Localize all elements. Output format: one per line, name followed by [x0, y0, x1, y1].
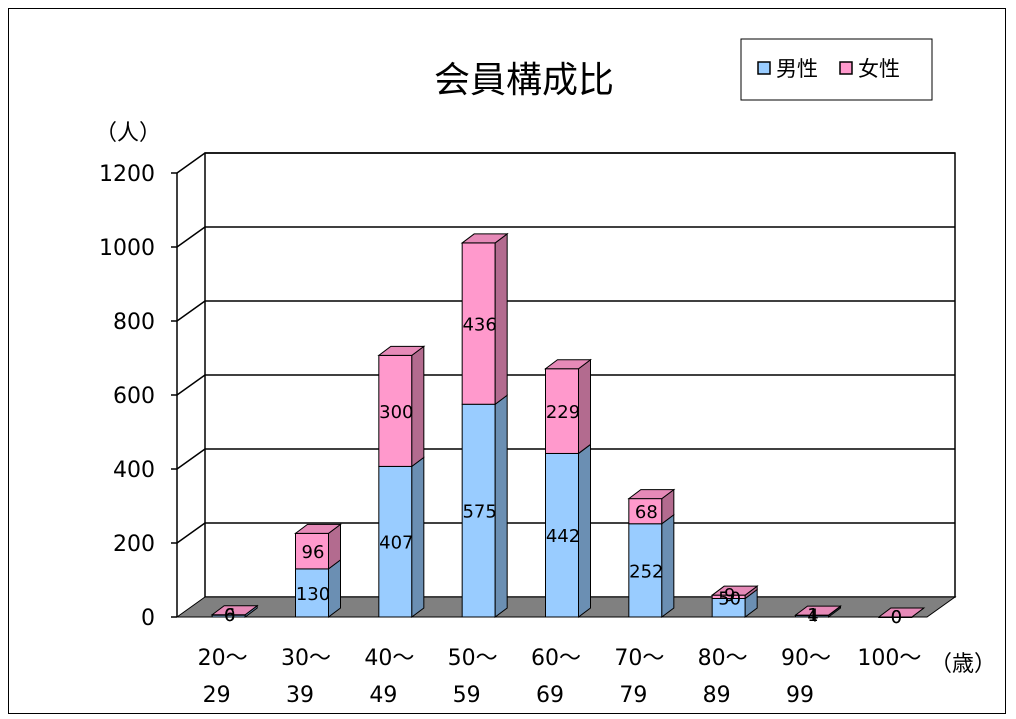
- data-label: 436: [462, 315, 496, 336]
- data-label: 0: [891, 607, 902, 628]
- y-tick-label: 1200: [99, 162, 155, 187]
- chart-frame: [8, 8, 1006, 714]
- x-tick-label: 39: [286, 683, 314, 708]
- bar-side: [328, 558, 341, 618]
- x-tick-label: 59: [453, 683, 481, 708]
- data-label: 9: [724, 585, 735, 606]
- bar-top: [460, 233, 509, 244]
- x-tick-label: 20～: [198, 646, 248, 671]
- x-tick-label: 60～: [531, 646, 581, 671]
- bar-side: [578, 358, 591, 455]
- bar-女性: [461, 242, 496, 405]
- x-tick-label: 79: [619, 683, 647, 708]
- data-label: 300: [379, 402, 413, 423]
- data-label: 68: [635, 502, 658, 523]
- x-tick-label: 99: [786, 683, 814, 708]
- bar-side: [411, 456, 425, 618]
- x-tick-label: 80～: [698, 646, 748, 671]
- bar-top: [210, 605, 259, 616]
- x-tick-label: 70～: [614, 646, 664, 671]
- data-label: 96: [302, 542, 325, 563]
- data-label: 407: [379, 533, 413, 554]
- y-tick-label: 200: [113, 532, 155, 557]
- legend-swatch: [839, 61, 853, 75]
- y-tick-label: 600: [113, 384, 155, 409]
- gridline-side: [176, 152, 206, 174]
- data-label: 50: [718, 589, 741, 610]
- gridline-side: [176, 300, 206, 322]
- bar-男性: [461, 403, 496, 618]
- x-tick-label: 40～: [364, 646, 414, 671]
- chart-title: 会員構成比: [434, 60, 614, 101]
- x-tick-label: 50～: [448, 646, 498, 671]
- bar-top: [377, 345, 426, 356]
- data-label: 6: [224, 605, 235, 626]
- gridline-side: [176, 374, 206, 396]
- gridline-side: [176, 448, 206, 470]
- legend-box: [740, 38, 933, 101]
- data-label: 4: [807, 606, 818, 627]
- bar-side: [411, 345, 425, 468]
- data-label: 252: [629, 561, 663, 582]
- bar-top: [627, 489, 676, 500]
- bar-side: [494, 394, 508, 618]
- data-label: 130: [296, 584, 330, 605]
- x-tick-label: 49: [369, 683, 397, 708]
- y-tick-label: 1000: [99, 236, 155, 261]
- bar-side: [578, 443, 591, 618]
- data-label: 442: [546, 526, 580, 547]
- bar-side: [494, 232, 508, 406]
- y-tick-label: 0: [141, 606, 155, 631]
- bar-女性: [628, 498, 663, 525]
- y-tick-label: 800: [113, 310, 155, 335]
- legend-label: 男性: [776, 57, 818, 81]
- gridline-side: [176, 522, 206, 544]
- legend-swatch: [757, 61, 771, 75]
- data-label: 0: [891, 607, 902, 628]
- data-label: 229: [546, 402, 580, 423]
- x-axis-label: （歳）: [930, 652, 996, 677]
- x-tick-label: 29: [203, 683, 231, 708]
- bar-top: [710, 585, 759, 596]
- bar-side: [661, 513, 675, 618]
- x-tick-label: 30～: [281, 646, 331, 671]
- data-label: 575: [462, 502, 496, 523]
- bar-top: [794, 605, 842, 616]
- x-tick-label: 100～: [857, 646, 921, 671]
- y-tick-label: 400: [113, 458, 155, 483]
- legend-label: 女性: [858, 57, 900, 81]
- y-axis-label: （人）: [95, 121, 161, 146]
- x-tick-label: 89: [703, 683, 731, 708]
- bar-top: [294, 523, 342, 534]
- bar-男性: [628, 523, 663, 618]
- x-tick-label: 69: [536, 683, 564, 708]
- bar-top: [544, 359, 592, 370]
- bar-top: [877, 607, 926, 618]
- data-label: 0: [224, 605, 235, 626]
- x-tick-label: 90～: [781, 646, 831, 671]
- data-label: 1: [807, 605, 818, 626]
- gridline-side: [176, 226, 206, 248]
